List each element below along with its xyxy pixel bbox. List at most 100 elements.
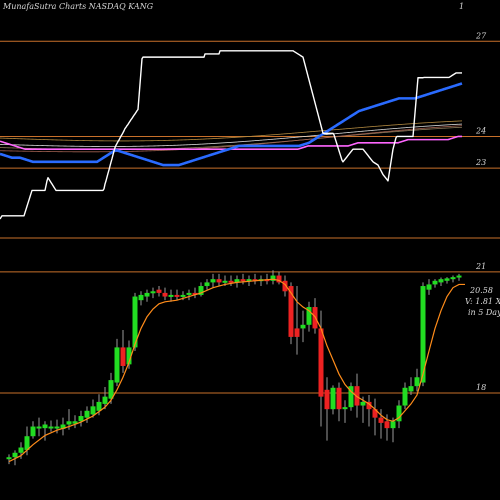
candle: [438, 277, 444, 287]
candle: [240, 273, 246, 285]
candle-body: [276, 275, 282, 283]
candle-body: [282, 280, 288, 292]
candle: [426, 279, 432, 295]
candle: [84, 406, 90, 423]
candle: [6, 454, 12, 465]
candle: [378, 409, 384, 439]
chart-title: MunafaSutra Charts NASDAQ KANG: [2, 2, 154, 11]
candle-body: [6, 457, 12, 460]
ma-panel-tick-labels: 27 24 23: [475, 31, 487, 167]
candle: [324, 377, 330, 441]
candle-body: [132, 296, 138, 348]
candle-body: [240, 279, 246, 282]
candle-body: [72, 421, 78, 424]
candle: [402, 382, 408, 410]
candle-body: [306, 307, 312, 325]
candle: [300, 310, 306, 343]
price-panel-tick-labels: 21 18: [475, 262, 486, 392]
candle-body: [30, 426, 36, 437]
candle-moving-average-line: [8, 278, 465, 463]
candle-body: [300, 324, 306, 329]
candle-body: [126, 347, 132, 365]
candle-body: [378, 417, 384, 423]
candle: [228, 275, 234, 287]
candle-body: [192, 292, 198, 295]
candle: [54, 419, 60, 434]
candle: [132, 292, 138, 352]
price-panel-gridlines: [0, 271, 500, 394]
candle-body: [228, 280, 234, 283]
candle-body: [318, 328, 324, 397]
candle-body: [66, 421, 72, 425]
candle-body: [444, 278, 450, 281]
candle-body: [222, 280, 228, 283]
ma-tick-label: 24: [475, 126, 486, 135]
ma-tick-label: 27: [475, 31, 487, 40]
candle-body: [294, 328, 300, 337]
candle-body: [102, 396, 108, 404]
candle-body: [426, 284, 432, 290]
candle: [108, 372, 114, 404]
candle-body: [180, 294, 186, 297]
candle-body: [174, 294, 180, 297]
candle: [144, 289, 150, 302]
candle-body: [24, 436, 30, 450]
candle: [444, 277, 450, 284]
price-tick-label: 21: [475, 262, 486, 271]
candle: [252, 273, 258, 285]
candle: [372, 398, 378, 436]
candle-body: [150, 291, 156, 294]
candle-body: [204, 282, 210, 287]
candle-body: [336, 387, 342, 410]
candle-body: [450, 277, 456, 280]
candle: [36, 417, 42, 437]
candle: [42, 421, 48, 441]
ma-companion-line: [0, 120, 463, 142]
candle-body: [216, 279, 222, 283]
candle: [30, 421, 36, 439]
candle: [192, 287, 198, 299]
candle: [150, 287, 156, 299]
candle: [396, 400, 402, 429]
candle-body: [456, 275, 462, 278]
candlesticks: [6, 270, 462, 466]
candle: [342, 400, 348, 423]
candle-body: [48, 426, 54, 429]
candle-body: [438, 279, 444, 283]
ma-companion-line: [0, 123, 463, 147]
candle: [168, 289, 174, 302]
candle: [288, 282, 294, 345]
candle: [126, 340, 132, 369]
candle: [456, 273, 462, 281]
candle-body: [78, 416, 84, 422]
candle-body: [348, 386, 354, 408]
candle: [360, 396, 366, 423]
candle: [384, 414, 390, 441]
candle: [186, 289, 192, 301]
candle-body: [12, 452, 18, 458]
price-tick-label: 18: [476, 383, 486, 392]
candle: [348, 382, 354, 411]
candle: [432, 279, 438, 288]
candle-body: [90, 406, 96, 415]
candle: [156, 286, 162, 297]
page-number: 1: [459, 2, 464, 11]
candle-body: [330, 387, 336, 410]
candle: [414, 368, 420, 392]
candle: [198, 282, 204, 297]
candle-body: [168, 294, 174, 297]
candle: [234, 275, 240, 288]
candle: [72, 415, 78, 429]
info-close: 20.58: [469, 286, 493, 295]
candle: [162, 287, 168, 301]
candle-body: [414, 377, 420, 387]
price-series-line: [0, 50, 462, 220]
candle: [282, 275, 288, 297]
candle: [270, 270, 276, 285]
candle-body: [402, 387, 408, 406]
blue-series-line: [0, 82, 463, 167]
candle-body: [246, 279, 252, 282]
candle-body: [354, 386, 360, 406]
candle: [330, 385, 336, 415]
